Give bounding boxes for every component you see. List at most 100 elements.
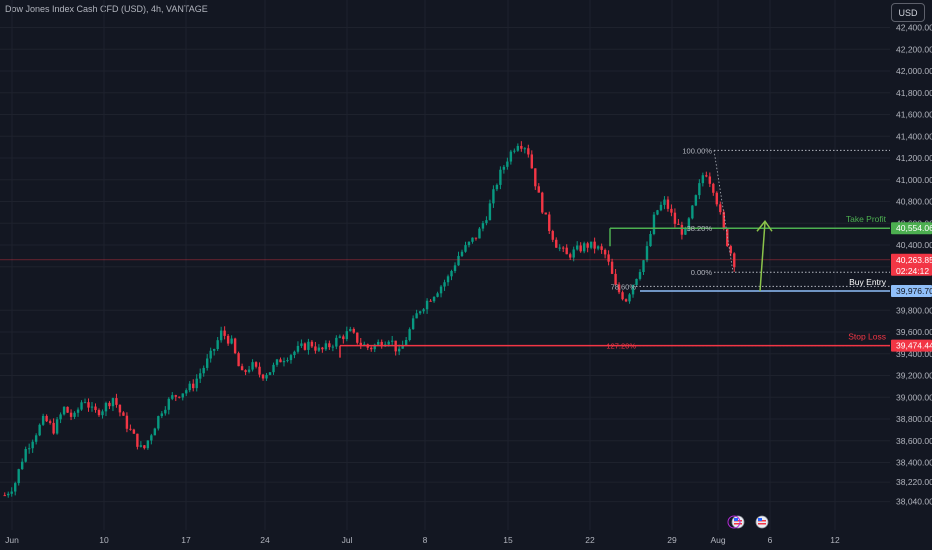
candle-body xyxy=(146,440,150,449)
candle-body xyxy=(380,341,383,347)
event-icons[interactable] xyxy=(727,515,769,529)
candle-body xyxy=(478,228,481,239)
candle-body xyxy=(359,342,362,345)
candle-body xyxy=(460,251,464,256)
stop-loss-price-tag: 39,474.44 xyxy=(896,341,932,351)
candle-body xyxy=(575,245,579,250)
candle-body xyxy=(233,338,237,354)
fib-label: 78.60% xyxy=(611,282,637,291)
candle-body xyxy=(471,237,474,242)
x-tick-label: 29 xyxy=(667,535,677,545)
candle-body xyxy=(293,351,296,356)
candle-body xyxy=(495,184,499,190)
candle-body xyxy=(621,292,624,300)
candle-body xyxy=(404,340,408,346)
candle-body xyxy=(55,419,59,434)
y-tick-label: 41,000.00 xyxy=(896,175,932,185)
candle-body xyxy=(488,203,492,221)
candle-body xyxy=(408,329,411,341)
candle-body xyxy=(474,237,478,239)
candle-body xyxy=(356,332,359,343)
candle-body xyxy=(289,355,293,361)
candle-body xyxy=(286,360,289,362)
candle-body xyxy=(258,366,261,375)
x-tick-label: 17 xyxy=(181,535,191,545)
fib-label: 0.00% xyxy=(691,268,713,277)
candle-body xyxy=(268,372,272,375)
x-tick-label: 12 xyxy=(830,535,840,545)
candle-body xyxy=(603,249,607,255)
y-tick-label: 40,400.00 xyxy=(896,240,932,250)
candle-body xyxy=(551,231,554,240)
candle-body xyxy=(321,347,324,350)
candle-body xyxy=(638,272,642,279)
candle-body xyxy=(432,296,436,302)
candle-body xyxy=(534,168,537,187)
flag-stripe-icon xyxy=(734,523,742,525)
candle-body xyxy=(66,406,69,413)
candle-body xyxy=(673,212,677,224)
take-profit-annotation: Take Profit xyxy=(846,214,887,224)
candle-body xyxy=(335,337,338,347)
candle-body xyxy=(136,433,139,447)
candle-body xyxy=(143,445,146,449)
candle-body xyxy=(425,300,429,310)
candle-body xyxy=(244,370,247,372)
candle-body xyxy=(101,411,104,416)
candle-body xyxy=(83,402,87,404)
dividend-event-icon xyxy=(727,515,741,529)
candle-body xyxy=(363,344,366,346)
candle-body xyxy=(691,205,694,219)
candle-body xyxy=(652,214,656,235)
candle-body xyxy=(247,369,251,372)
candle-body xyxy=(164,409,167,414)
candle-body xyxy=(645,246,649,261)
fib-trendline xyxy=(713,150,734,273)
buy-entry-price-tag-bg xyxy=(891,285,932,298)
y-tick-label: 38,600.00 xyxy=(896,436,932,446)
us-flag-event-icon[interactable] xyxy=(755,515,769,529)
candle-body xyxy=(593,241,596,249)
take-profit-price-tag-bg xyxy=(891,222,932,235)
candle-body xyxy=(251,362,254,370)
candle-body xyxy=(722,212,725,229)
candle-body xyxy=(254,362,258,367)
y-tick-label: 41,800.00 xyxy=(896,88,932,98)
candle-body xyxy=(97,410,101,416)
candle-body xyxy=(582,243,586,252)
candle-body xyxy=(663,199,666,205)
candle-body xyxy=(687,218,691,228)
candle-body xyxy=(115,398,118,405)
y-tick-label: 41,400.00 xyxy=(896,131,932,141)
candle-body xyxy=(27,448,31,450)
candle-body xyxy=(14,483,17,492)
candle-body xyxy=(680,224,684,235)
candle-body xyxy=(10,491,13,494)
candle-body xyxy=(481,223,485,229)
currency-button[interactable]: USD xyxy=(891,3,925,22)
candle-body xyxy=(705,175,708,177)
y-tick-label: 42,400.00 xyxy=(896,23,932,33)
candle-body xyxy=(537,186,540,193)
candle-body xyxy=(160,413,164,417)
candle-body xyxy=(80,402,83,410)
candle-body xyxy=(485,220,488,224)
candle-body xyxy=(108,402,111,407)
candle-body xyxy=(118,404,122,413)
candle-body xyxy=(694,195,698,206)
candle-body xyxy=(649,234,652,247)
candle-body xyxy=(607,254,610,262)
candle-body xyxy=(387,341,390,345)
y-axis: 42,400.00 42,200.00 42,000.00 41,800.00 41,6… xyxy=(891,23,932,507)
y-tick-label: 39,800.00 xyxy=(896,305,932,315)
candle-body xyxy=(698,183,701,196)
x-tick-label: 8 xyxy=(423,535,428,545)
candle-body xyxy=(562,247,565,249)
current-price-tag: 40,263.85 xyxy=(896,255,932,265)
candle-body xyxy=(150,435,153,441)
candle-body xyxy=(209,350,212,359)
candle-body xyxy=(139,445,143,447)
candle-body xyxy=(422,309,425,312)
candle-body xyxy=(20,461,24,470)
